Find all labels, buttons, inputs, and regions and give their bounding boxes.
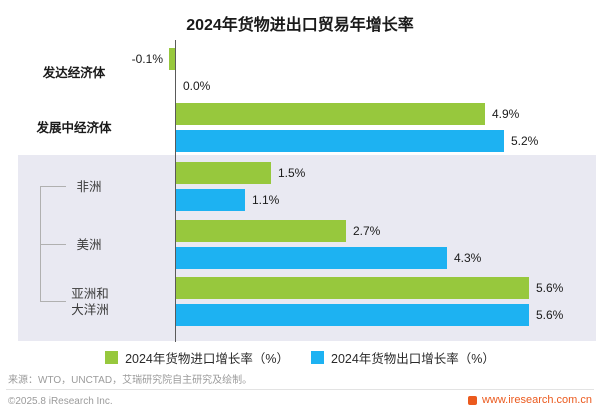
legend-item-import: 2024年货物进口增长率（%） xyxy=(105,348,289,367)
source-note: 来源：WTO，UNCTAD，艾瑞研究院自主研究及绘制。 xyxy=(8,375,253,386)
legend-swatch-export xyxy=(311,351,324,364)
category-label-2: 非洲 xyxy=(76,179,102,194)
axis-baseline xyxy=(175,40,176,342)
import-bar xyxy=(176,103,485,125)
legend-label: 2024年货物出口增长率（%） xyxy=(331,352,495,366)
value-label: 4.9% xyxy=(492,107,520,121)
value-label: 0.0% xyxy=(183,79,211,93)
value-label: 1.5% xyxy=(278,166,306,180)
website-link[interactable]: www.iresearch.com.cn xyxy=(481,394,592,406)
value-label: 5.6% xyxy=(536,308,564,322)
category-label-4: 亚洲和大洋洲 xyxy=(71,286,109,317)
value-label: 5.2% xyxy=(511,134,539,148)
category-label-1: 发展中经济体 xyxy=(36,120,112,135)
legend-swatch-import xyxy=(105,351,119,364)
legend-label: 2024年货物进口增长率（%） xyxy=(125,352,289,366)
category-label-0: 发达经济体 xyxy=(42,65,106,80)
import-bar xyxy=(176,220,346,242)
value-label: 1.1% xyxy=(252,193,280,207)
value-label: -0.1% xyxy=(131,52,163,66)
website: www.iresearch.com.cn xyxy=(467,394,592,406)
legend-item-export: 2024年货物出口增长率（%） xyxy=(311,348,495,367)
import-bar xyxy=(169,48,175,70)
chart-title: 2024年货物进出口贸易年增长率 xyxy=(186,17,414,34)
value-label: 5.6% xyxy=(536,281,564,295)
category-label-3: 美洲 xyxy=(76,237,102,252)
bracket-tick-americas xyxy=(40,244,66,245)
bracket-tick-asia-oceania xyxy=(40,301,66,302)
footer-divider xyxy=(6,389,594,390)
bracket-tick-africa xyxy=(40,186,66,187)
export-bar xyxy=(176,189,245,211)
value-label: 4.3% xyxy=(454,251,482,265)
value-label: 2.7% xyxy=(353,224,381,238)
export-bar xyxy=(176,130,504,152)
export-bar xyxy=(176,247,447,269)
import-bar xyxy=(176,162,271,184)
export-bar xyxy=(176,304,529,326)
legend: 2024年货物进口增长率（%） 2024年货物出口增长率（%） xyxy=(0,348,600,367)
import-bar xyxy=(176,277,529,299)
iresearch-logo-icon xyxy=(467,395,477,405)
copyright: ©2025.8 iResearch Inc. xyxy=(8,396,113,407)
